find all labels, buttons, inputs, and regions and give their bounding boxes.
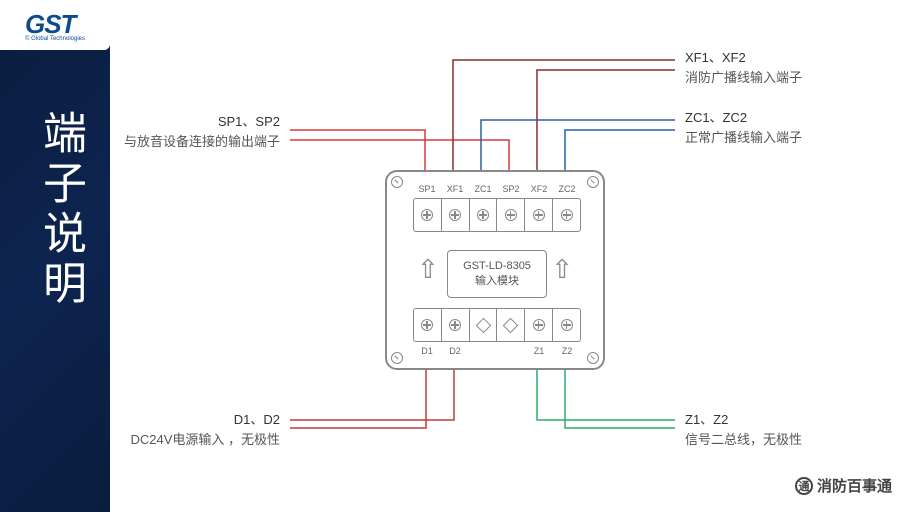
bottom-terminal-labels: D1 D2 Z1 Z2 [413, 346, 581, 356]
logo-area: GST © Global Technologies [0, 0, 110, 50]
term-label: SP2 [497, 184, 525, 194]
term-label: Z1 [525, 346, 553, 356]
wiring-diagram: SP1 XF1 ZC1 SP2 XF2 ZC2 GST-LD-8305 输入模块… [110, 0, 910, 512]
callout-xf: XF1、XF2 消防广播线输入端子 [685, 48, 802, 87]
top-terminal-row [413, 198, 581, 232]
term-label: ZC2 [553, 184, 581, 194]
term-label [497, 346, 525, 356]
callout-desc: 消防广播线输入端子 [685, 68, 802, 88]
callout-title: XF1、XF2 [685, 48, 802, 68]
module-model: GST-LD-8305 [463, 260, 531, 272]
term-label: XF2 [525, 184, 553, 194]
term-label [469, 346, 497, 356]
top-terminal-labels: SP1 XF1 ZC1 SP2 XF2 ZC2 [413, 184, 581, 194]
term-label: D1 [413, 346, 441, 356]
callout-z: Z1、Z2 信号二总线，无极性 [685, 410, 802, 449]
callout-desc: 正常广播线输入端子 [685, 128, 802, 148]
arrow-up-icon: ⇧ [417, 254, 439, 285]
term-label: XF1 [441, 184, 469, 194]
mount-screw [391, 176, 403, 188]
watermark-icon: 通 [795, 477, 813, 495]
callout-desc: 信号二总线，无极性 [685, 430, 802, 450]
callout-title: D1、D2 [130, 410, 280, 430]
term-label: SP1 [413, 184, 441, 194]
page-title: 端子说明 [28, 110, 92, 310]
module-chip: GST-LD-8305 输入模块 [447, 250, 547, 298]
callout-sp: SP1、SP2 与放音设备连接的输出端子 [124, 112, 280, 151]
module-subtitle: 输入模块 [475, 272, 519, 288]
mount-screw [587, 352, 599, 364]
watermark: 通 消防百事通 [795, 475, 892, 496]
mount-screw [587, 176, 599, 188]
arrow-up-icon: ⇧ [551, 254, 573, 285]
callout-title: Z1、Z2 [685, 410, 802, 430]
callout-desc: DC24V电源输入 ，无极性 [130, 430, 280, 450]
callout-desc: 与放音设备连接的输出端子 [124, 132, 280, 152]
module-box: SP1 XF1 ZC1 SP2 XF2 ZC2 GST-LD-8305 输入模块… [385, 170, 605, 370]
callout-title: ZC1、ZC2 [685, 108, 802, 128]
callout-zc: ZC1、ZC2 正常广播线输入端子 [685, 108, 802, 147]
logo-subtitle: © Global Technologies [25, 36, 85, 42]
term-label: Z2 [553, 346, 581, 356]
bottom-terminal-row [413, 308, 581, 342]
callout-title: SP1、SP2 [124, 112, 280, 132]
term-label: D2 [441, 346, 469, 356]
sidebar: GST © Global Technologies 端子说明 [0, 0, 110, 512]
callout-d: D1、D2 DC24V电源输入 ，无极性 [130, 410, 280, 449]
watermark-text: 消防百事通 [817, 475, 892, 496]
term-label: ZC1 [469, 184, 497, 194]
mount-screw [391, 352, 403, 364]
